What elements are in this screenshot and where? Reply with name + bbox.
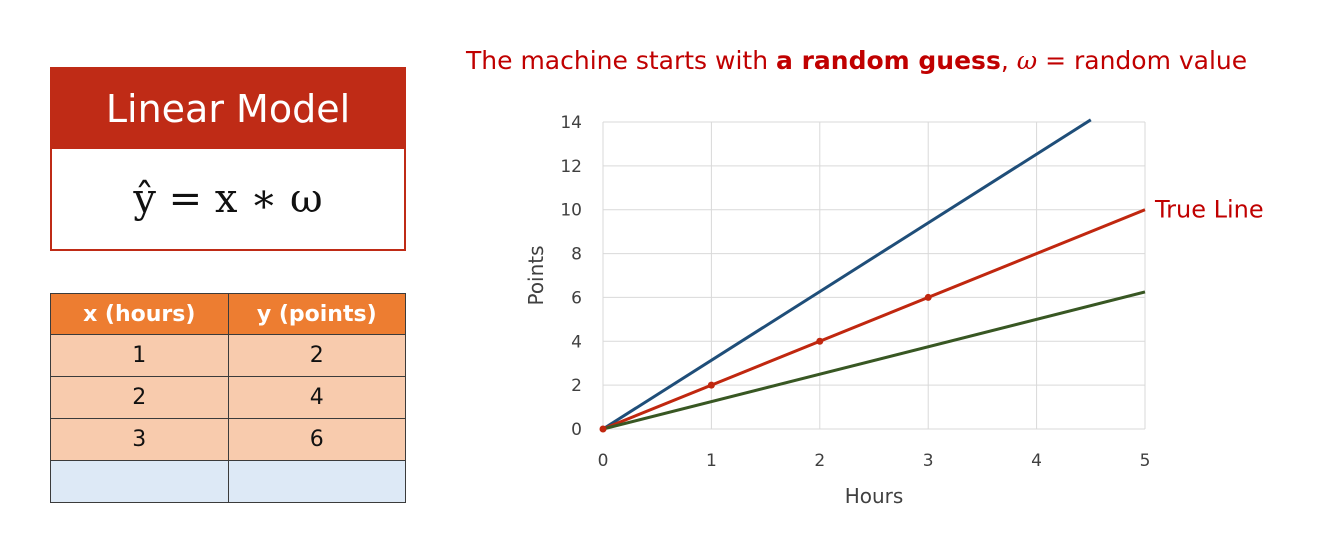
y-axis-label: Points — [524, 245, 548, 305]
data-table: x (hours) y (points) 1 2 2 4 3 6 — [50, 293, 406, 503]
data-point — [707, 381, 715, 389]
y-tick-label: 0 — [571, 420, 582, 440]
data-point — [816, 337, 824, 345]
linear-model-box: Linear Model ŷ = x ∗ ω — [50, 67, 406, 251]
y-tick-label: 6 — [571, 288, 582, 308]
y-tick-label: 2 — [571, 376, 582, 396]
series-line — [602, 208, 1146, 431]
table-row: 2 4 — [50, 376, 406, 419]
table-cell-x: 2 — [50, 376, 229, 419]
x-tick-label: 2 — [814, 451, 825, 471]
table-row-empty — [50, 460, 406, 503]
headline-prefix: The machine starts with — [466, 46, 777, 75]
chart-headline: The machine starts with a random guess, … — [466, 46, 1247, 75]
true-line-label: True Line — [1154, 196, 1264, 224]
headline-bold: a random guess — [776, 46, 1001, 75]
y-tick-label: 8 — [571, 245, 582, 265]
table-cell-y — [227, 460, 406, 503]
series-line — [602, 118, 1092, 431]
model-title: Linear Model — [52, 69, 404, 149]
series-line — [602, 290, 1146, 431]
y-tick-label: 4 — [571, 332, 582, 352]
x-tick-label: 1 — [706, 451, 717, 471]
x-axis-label: Hours — [845, 484, 904, 508]
column-header-x: x (hours) — [50, 293, 229, 335]
grid-layer — [602, 121, 1146, 430]
headline-omega: ω — [1016, 46, 1038, 75]
table-header-row: x (hours) y (points) — [50, 293, 406, 335]
table-row: 3 6 — [50, 418, 406, 461]
table-cell-y: 6 — [227, 418, 406, 461]
data-point — [599, 425, 607, 433]
table-cell-x: 3 — [50, 418, 229, 461]
y-tick-label: 12 — [560, 157, 582, 177]
headline-comma: , — [1000, 46, 1017, 75]
table-cell-y: 4 — [227, 376, 406, 419]
x-tick-label: 0 — [598, 451, 609, 471]
y-tick-label: 10 — [560, 201, 582, 221]
x-tick-label: 5 — [1140, 451, 1151, 471]
headline-suffix: = random value — [1037, 46, 1248, 75]
table-cell-x — [50, 460, 229, 503]
column-header-y: y (points) — [227, 293, 406, 335]
series-layer — [599, 118, 1146, 433]
data-point — [924, 293, 932, 301]
y-tick-label: 14 — [560, 113, 582, 133]
model-formula: ŷ = x ∗ ω — [133, 176, 323, 222]
x-tick-label: 3 — [923, 451, 934, 471]
x-tick-label: 4 — [1031, 451, 1042, 471]
